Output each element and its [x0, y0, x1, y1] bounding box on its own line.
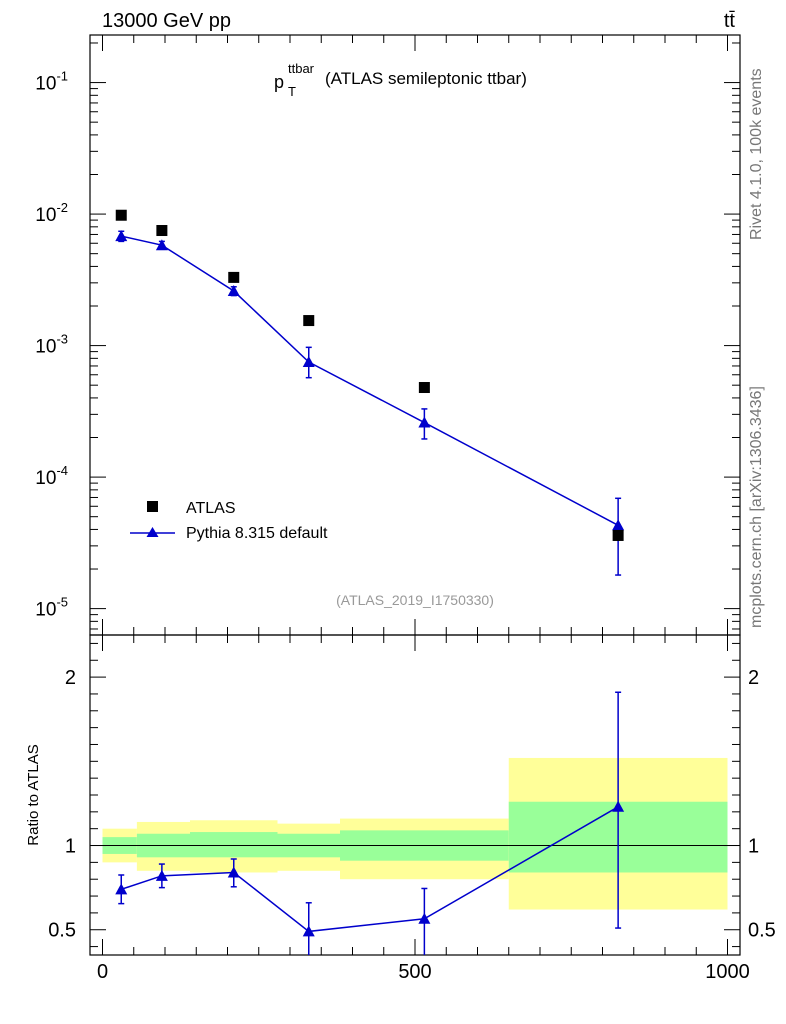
main-ticks: 10-5 10-4 10-3 10-2 10-1	[35, 35, 740, 635]
analysis-label: (ATLAS_2019_I1750330)	[336, 592, 494, 608]
pythia-point	[612, 519, 625, 531]
main-ytick-label: 10-5	[35, 595, 68, 621]
atlas-point	[418, 382, 430, 394]
pythia-line	[121, 235, 619, 526]
title-superscript: ttbar	[288, 61, 315, 76]
ratio-green-band	[190, 832, 278, 858]
main-ytick-label: 10-1	[35, 69, 68, 95]
rivet-version-label: Rivet 4.1.0, 100k events	[748, 68, 765, 240]
atlas-point	[303, 315, 315, 327]
main-panel	[89, 34, 741, 636]
legend: ATLAS Pythia 8.315 default	[130, 500, 328, 542]
ratio-series	[115, 691, 625, 955]
legend-atlas-label: ATLAS	[186, 500, 236, 517]
ratio-pythia-point	[155, 869, 168, 881]
title-main: p	[274, 72, 284, 92]
main-frame	[89, 34, 741, 636]
ratio-ylabel: Ratio to ATLAS	[25, 744, 42, 845]
main-ytick-label: 10-2	[35, 200, 68, 226]
legend-pythia-marker	[146, 527, 159, 537]
ratio-pythia-line	[121, 806, 619, 933]
atlas-point	[612, 529, 624, 541]
process-label: tt̄	[724, 10, 736, 32]
legend-atlas-marker	[147, 501, 158, 512]
ratio-pythia-point	[302, 925, 315, 937]
ratio-pythia-point	[227, 866, 240, 878]
ratio-xtick-label: 0	[97, 961, 108, 983]
ratio-pythia-point	[612, 800, 625, 812]
pythia-point	[115, 230, 128, 242]
pythia-point	[227, 285, 240, 297]
chart-title: p	[274, 72, 284, 92]
energy-label: 13000 GeV pp	[102, 10, 231, 32]
ratio-ytick-label-right: 0.5	[748, 920, 776, 942]
ratio-ytick-label-left: 2	[65, 667, 76, 689]
pythia-point	[418, 416, 431, 428]
ratio-ytick-label-right: 2	[748, 667, 759, 689]
atlas-point	[228, 271, 240, 283]
ratio-ytick-label-left: 1	[65, 836, 76, 858]
ratio-xtick-label: 500	[398, 961, 431, 983]
main-series	[115, 209, 625, 576]
pythia-point	[302, 356, 315, 368]
mcplots-label: mcplots.cern.ch [arXiv:1306.3436]	[748, 386, 765, 628]
ratio-ytick-label-right: 1	[748, 836, 759, 858]
ratio-ytick-label-left: 0.5	[48, 920, 76, 942]
ratio-uncertainty-bands	[102, 757, 728, 910]
ratio-pythia-point	[115, 883, 128, 895]
main-ytick-label: 10-3	[35, 332, 68, 358]
title-rest: (ATLAS semileptonic ttbar)	[325, 69, 527, 88]
main-ytick-label: 10-4	[35, 463, 68, 489]
pythia-point	[155, 239, 168, 251]
title-subscript: T	[288, 84, 296, 99]
ratio-pythia-point	[418, 912, 431, 924]
atlas-point	[115, 209, 127, 221]
legend-pythia-label: Pythia 8.315 default	[186, 525, 328, 542]
ratio-ticks: 0.5 0.5 1 1 2 2 0 500 1000	[48, 635, 776, 983]
atlas-point	[156, 225, 168, 237]
ratio-xtick-label: 1000	[705, 961, 750, 983]
